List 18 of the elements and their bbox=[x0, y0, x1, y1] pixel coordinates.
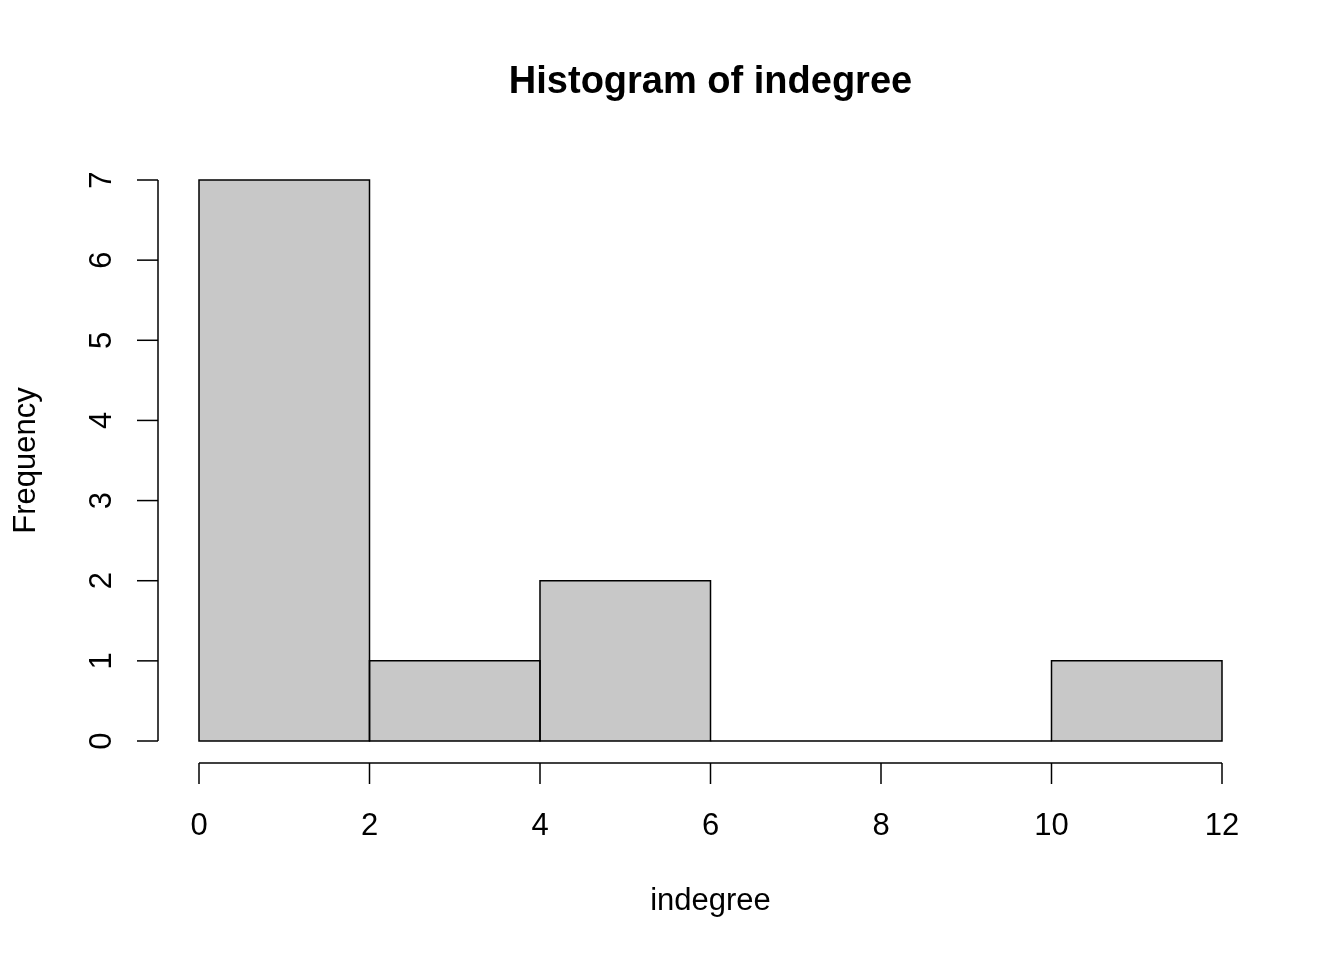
y-tick-label: 1 bbox=[83, 652, 118, 670]
y-tick-label: 7 bbox=[83, 171, 118, 189]
chart-title: Histogram of indegree bbox=[508, 59, 913, 101]
x-tick-label: 0 bbox=[190, 807, 208, 842]
y-tick-label: 5 bbox=[83, 331, 118, 349]
y-tick-label: 3 bbox=[83, 491, 118, 510]
y-axis-title: Frequency bbox=[7, 386, 42, 534]
x-tick-label: 6 bbox=[701, 807, 720, 842]
y-tick-label: 0 bbox=[83, 732, 118, 750]
x-axis-title: indegree bbox=[650, 882, 771, 917]
x-tick-label: 4 bbox=[531, 807, 549, 842]
x-tick-label: 12 bbox=[1204, 807, 1240, 842]
x-tick-label: 8 bbox=[872, 807, 890, 842]
y-tick-label: 6 bbox=[83, 251, 118, 269]
x-tick-label: 10 bbox=[1034, 807, 1069, 842]
y-tick-label: 4 bbox=[83, 411, 118, 430]
x-tick-label: 2 bbox=[360, 807, 379, 842]
y-tick-label: 2 bbox=[83, 572, 118, 590]
